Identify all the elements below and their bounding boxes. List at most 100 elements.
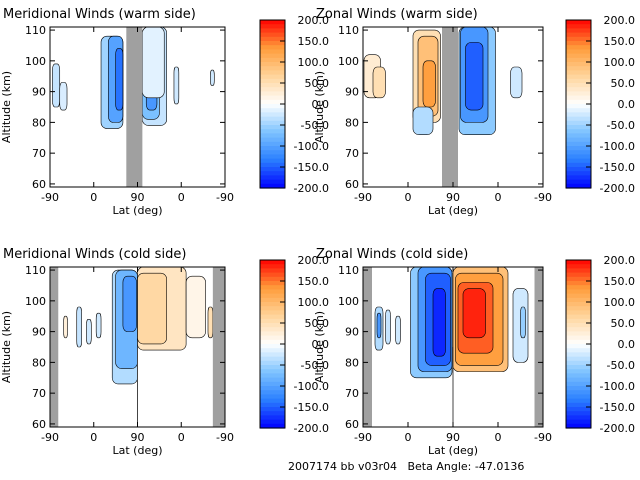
colorbar-step — [260, 268, 285, 274]
colorbar-step — [566, 394, 591, 400]
colorbar-step — [260, 141, 285, 147]
colorbar-step — [260, 116, 285, 122]
colorbar-step — [566, 24, 591, 29]
colorbar-step — [566, 348, 591, 353]
colorbar-step — [260, 49, 285, 55]
colorbar-step — [260, 162, 285, 168]
wind-region — [422, 60, 436, 108]
colorbar-step — [260, 360, 285, 366]
x-tick-label: 0 — [90, 431, 97, 444]
colorbar-step — [260, 57, 285, 63]
colorbar-tick-label: 150.0 — [298, 275, 330, 288]
wind-region — [210, 69, 215, 86]
colorbar-step — [566, 402, 591, 408]
colorbar-tick-label: -50.0 — [301, 359, 329, 372]
no-data-band — [126, 27, 143, 187]
y-tick-label: 90 — [32, 326, 46, 339]
colorbar-step — [260, 276, 285, 282]
wind-region — [372, 66, 386, 99]
colorbar-tick-label: 200.0 — [298, 14, 330, 27]
y-tick-label: 90 — [32, 86, 46, 99]
footer: 2007174 bb v03r04 Beta Angle: -47.0136 — [288, 460, 524, 473]
colorbar-step — [566, 141, 591, 147]
wind-region — [510, 66, 523, 99]
colorbar-step — [260, 95, 285, 101]
x-tick-label: 90 — [131, 191, 145, 204]
x-tick-label: 0 — [178, 431, 185, 444]
colorbar-step — [566, 344, 591, 349]
y-tick-label: 90 — [345, 86, 359, 99]
colorbar-step — [566, 335, 591, 341]
colorbar-step — [260, 99, 285, 105]
y-tick-label: 70 — [345, 147, 359, 160]
colorbar-tick-label: -200.0 — [294, 422, 329, 435]
y-axis-label: Altitude (km) — [313, 71, 326, 143]
colorbar-step — [566, 112, 591, 118]
colorbar-step — [566, 116, 591, 122]
colorbar-step — [260, 390, 285, 395]
wind-region — [142, 26, 165, 99]
panel-title: Meridional Winds (cold side) — [3, 247, 186, 262]
wind-region — [122, 275, 137, 332]
wind-region — [52, 63, 61, 108]
wind-region — [137, 272, 167, 345]
colorbar-step — [260, 306, 285, 311]
colorbar-step — [566, 36, 591, 42]
colorbar-step — [260, 407, 285, 412]
colorbar-step — [566, 327, 591, 332]
colorbar-step — [260, 66, 285, 71]
colorbar-step — [260, 264, 285, 269]
colorbar-step — [566, 276, 591, 282]
x-tick-label: 90 — [131, 431, 145, 444]
colorbar-step — [260, 183, 285, 189]
colorbar-step — [566, 154, 591, 160]
colorbar-step — [260, 293, 285, 299]
beta-angle-value: -47.0136 — [474, 460, 525, 473]
colorbar-step — [260, 137, 285, 143]
panel-1: 60 70 80 90 100 110 -90 0 90 0 -90 Meridional Winds… — [0, 7, 329, 217]
colorbar-step — [566, 360, 591, 366]
colorbar-step — [566, 183, 591, 189]
colorbar-step — [566, 167, 591, 172]
colorbar-step — [566, 179, 591, 185]
colorbar-step — [566, 281, 591, 286]
colorbar-step — [566, 356, 591, 362]
colorbar-step — [260, 419, 285, 425]
y-tick-label: 110 — [338, 24, 359, 37]
colorbar-step — [260, 310, 285, 316]
y-axis-label: Altitude (km) — [0, 71, 13, 143]
colorbar: 200.0 150.0 100.0 50.0 0.0 -50.0 -100.0 -150.0 -… — [259, 14, 330, 195]
x-axis-label: Lat (deg) — [428, 444, 478, 457]
colorbar-step — [260, 402, 285, 408]
wind-region — [376, 312, 382, 339]
x-tick-label: 0 — [495, 191, 502, 204]
colorbar-step — [260, 381, 285, 387]
colorbar-step — [260, 70, 285, 76]
colorbar-step — [260, 394, 285, 400]
colorbar-tick-label: -150.0 — [600, 161, 635, 174]
colorbar-step — [566, 318, 591, 324]
colorbar-step — [566, 150, 591, 155]
colorbar-tick-label: -150.0 — [294, 401, 329, 414]
y-tick-label: 100 — [338, 295, 359, 308]
colorbar-tick-label: 150.0 — [604, 275, 636, 288]
colorbar-step — [260, 32, 285, 38]
colorbar-tick-label: -200.0 — [294, 182, 329, 195]
x-tick-label: 0 — [178, 191, 185, 204]
colorbar-step — [260, 289, 285, 295]
colorbar-tick-label: -200.0 — [600, 422, 635, 435]
x-tick-label: 0 — [405, 431, 412, 444]
colorbar-tick-label: 50.0 — [611, 317, 636, 330]
colorbar-step — [260, 297, 285, 303]
wind-region — [462, 288, 486, 339]
wind-region — [412, 106, 434, 135]
colorbar-step — [260, 260, 285, 265]
colorbar-step — [260, 179, 285, 185]
colorbar-step — [566, 171, 591, 176]
colorbar-step — [260, 62, 285, 67]
colorbar-step — [260, 167, 285, 172]
colorbar-step — [566, 352, 591, 358]
y-tick-label: 60 — [345, 178, 359, 191]
colorbar-step — [260, 348, 285, 353]
colorbar-tick-label: 100.0 — [298, 56, 330, 69]
